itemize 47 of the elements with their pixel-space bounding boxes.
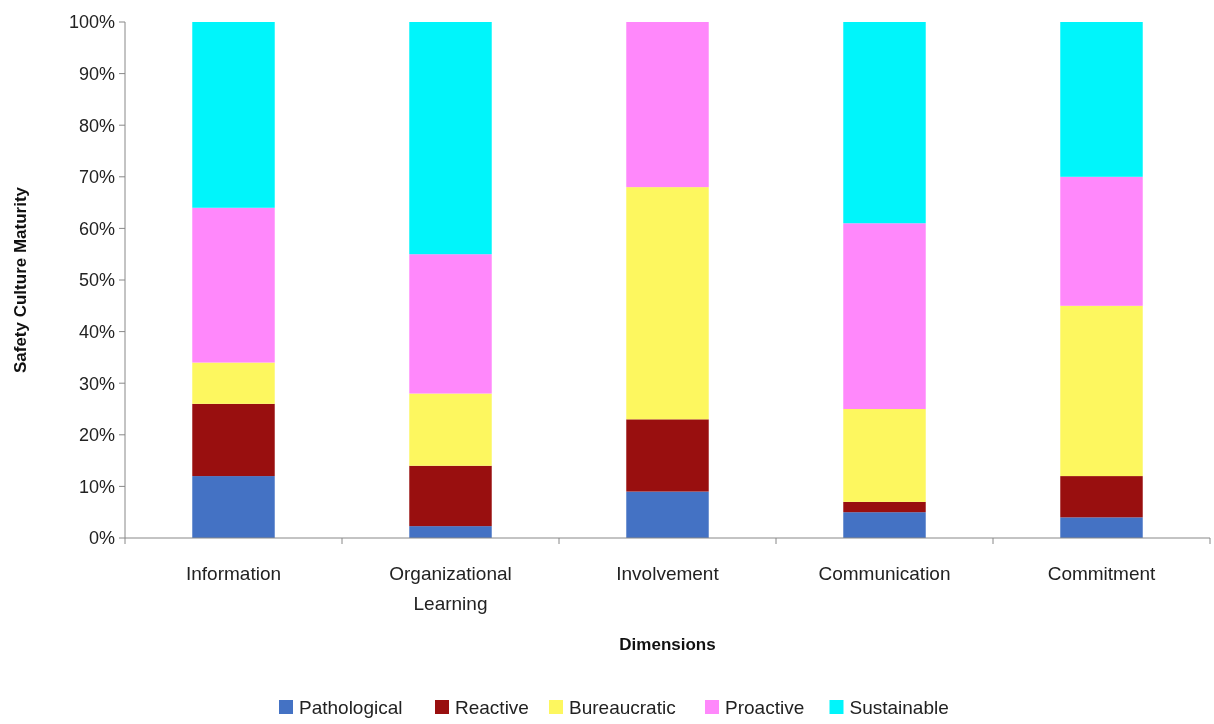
bar [192,22,275,208]
y-tick-label: 90% [78,63,115,84]
bar [192,207,275,363]
y-tick-label: 0% [88,528,115,549]
bar [192,403,275,477]
legend-label: Reactive [455,697,529,718]
y-tick-label: 60% [78,218,115,239]
bar [843,22,926,224]
bar [192,362,275,404]
bar [1060,305,1143,477]
x-tick-label: Organizational Learning [389,563,512,614]
bar [626,22,709,188]
bar [1060,22,1143,177]
y-tick-label: 100% [68,12,115,33]
bar [409,526,492,538]
bar [409,465,492,527]
bar [843,501,926,513]
bar [192,476,275,538]
bar [626,419,709,492]
bar [409,254,492,394]
bar [843,512,926,538]
x-tick-label: Communication [818,563,951,584]
y-tick-label: 20% [78,425,115,446]
y-tick-label: 10% [78,476,115,497]
y-tick-label: 80% [78,115,115,136]
bar [1060,517,1143,538]
x-tick-label: Information [185,563,282,584]
bar [409,22,492,255]
bar [626,187,709,420]
y-tick-label: 30% [78,373,115,394]
bar [1060,476,1143,518]
bar [1060,176,1143,306]
x-tick-label: Commitment [1047,563,1157,584]
x-axis-title: Dimensions [619,635,716,654]
legend-label: Pathological [299,697,403,718]
y-tick-label: 40% [78,321,115,342]
legend-label: Proactive [725,697,805,718]
bar [843,409,926,502]
x-tick-label: Involvement [616,563,720,584]
y-tick-label: 70% [78,167,115,188]
bar [843,223,926,409]
legend-label: Sustainable [849,697,949,718]
y-axis-title: Safety Culture Maturity [11,186,30,374]
legend-label: Bureaucratic [569,697,676,718]
bar [626,491,709,538]
y-tick-label: 50% [78,270,115,291]
bar [409,393,492,466]
